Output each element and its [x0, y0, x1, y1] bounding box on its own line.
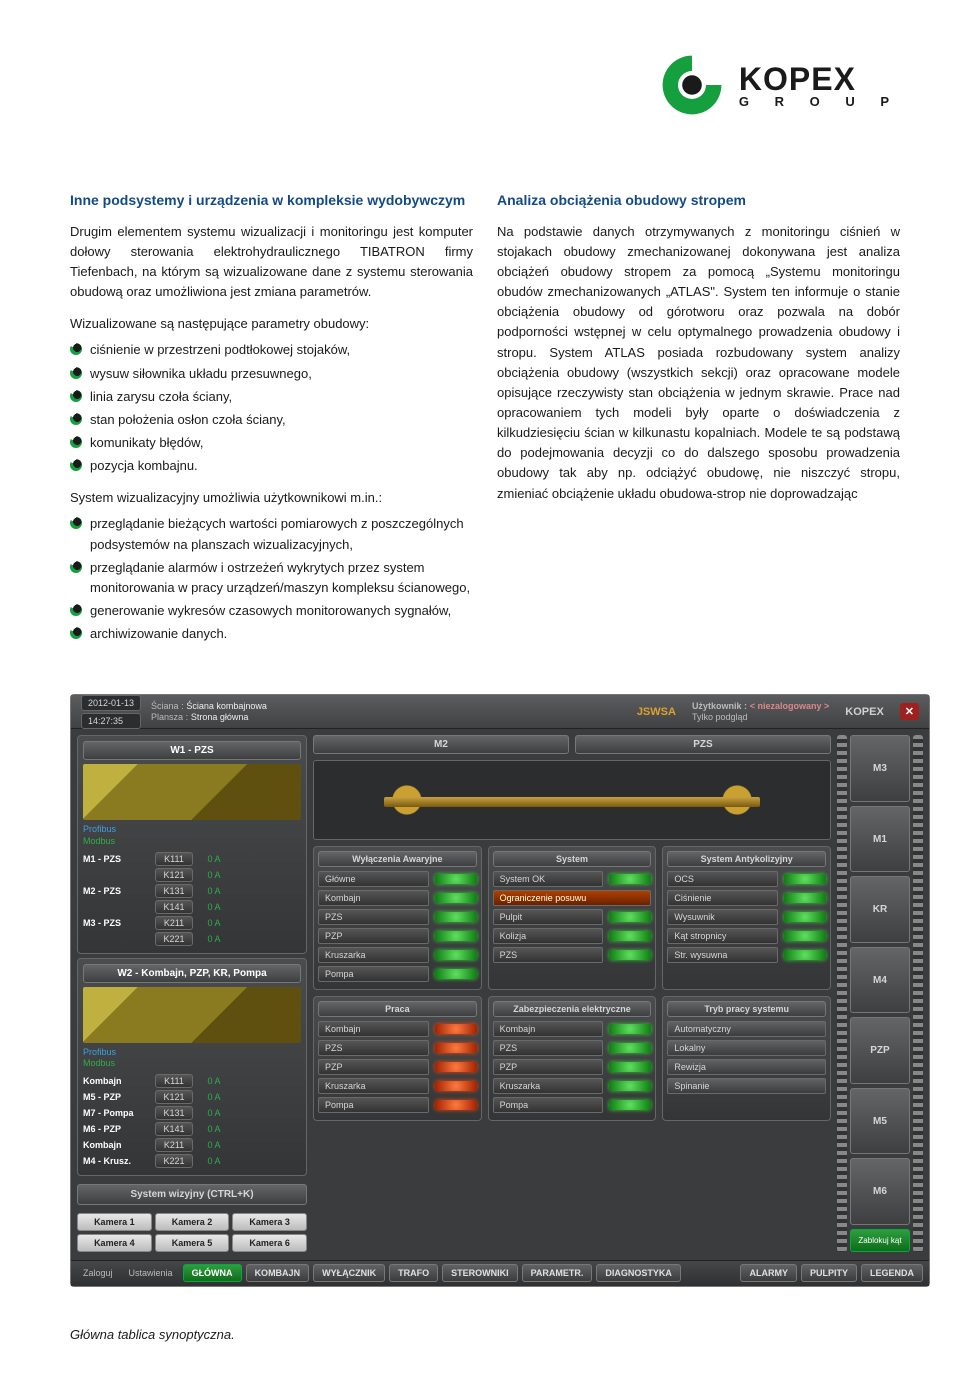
- right-box[interactable]: M6: [850, 1158, 910, 1225]
- right-box[interactable]: M5: [850, 1088, 910, 1155]
- panel-mode: Tryb pracy systemu AutomatycznyLokalnyRe…: [662, 996, 831, 1121]
- tab-main[interactable]: GŁÓWNA: [183, 1264, 242, 1282]
- right-heading: Analiza obciążenia obudowy stropem: [497, 190, 900, 212]
- login-link[interactable]: Zaloguj: [77, 1268, 119, 1278]
- bottom-bar: Zaloguj Ustawienia GŁÓWNA KOMBAJNWYŁĄCZN…: [71, 1260, 929, 1286]
- right-box[interactable]: M3: [850, 735, 910, 802]
- camera-button[interactable]: Kamera 4: [77, 1234, 152, 1252]
- right-box[interactable]: M4: [850, 947, 910, 1014]
- settings-link[interactable]: Ustawienia: [123, 1268, 179, 1278]
- list-item: archiwizowanie danych.: [70, 624, 473, 644]
- camera-button[interactable]: Kamera 6: [232, 1234, 307, 1252]
- brand-sub: G R O U P: [739, 94, 900, 109]
- app-topbar: 2012-01-13 14:27:35 Ściana : Ściana komb…: [71, 695, 929, 729]
- center-logo: JSWSA: [637, 706, 676, 718]
- brand-name: KOPEX: [739, 61, 900, 98]
- brand-mini: KOPEX: [845, 706, 884, 718]
- list-item: pozycja kombajnu.: [70, 456, 473, 476]
- camera-button[interactable]: Kamera 2: [155, 1213, 230, 1231]
- tab-legend[interactable]: LEGENDA: [861, 1264, 923, 1282]
- panel-anticollision: System Antykolizyjny OCSCiśnienieWysuwni…: [662, 846, 831, 990]
- list-item: ciśnienie w przestrzeni podtłokowej stoj…: [70, 340, 473, 360]
- left-heading: Inne podsystemy i urządzenia w kompleksi…: [70, 190, 473, 212]
- list-item: przeglądanie alarmów i ostrzeżeń wykryty…: [70, 558, 473, 598]
- camera-button[interactable]: Kamera 3: [232, 1213, 307, 1231]
- panel-work: Praca KombajnPZSPZPKruszarkaPompa: [313, 996, 482, 1121]
- panel-system: System System OK Ograniczenie posuwu Pul…: [488, 846, 657, 990]
- panel-emergency: Wyłączenia Awaryjne GłówneKombajnPZSPZPK…: [313, 846, 482, 990]
- vision-system-button[interactable]: System wizyjny (CTRL+K): [77, 1184, 307, 1205]
- figure-caption: Główna tablica synoptyczna.: [0, 1307, 960, 1382]
- right-box[interactable]: KR: [850, 876, 910, 943]
- bottom-tab[interactable]: DIAGNOSTYKA: [596, 1264, 681, 1282]
- date-box: 2012-01-13: [81, 695, 141, 711]
- tab-pzs[interactable]: PZS: [575, 735, 831, 754]
- right-box[interactable]: M1: [850, 806, 910, 873]
- panel-electrical: Zabezpieczenia elektryczne KombajnPZSPZP…: [488, 996, 657, 1121]
- list-item: linia zarysu czoła ściany,: [70, 387, 473, 407]
- left-sub1: Wizualizowane są następujące parametry o…: [70, 314, 473, 334]
- panel-w1: W1 - PZS ProfibusModbus M1 - PZSK1110 AK…: [77, 735, 307, 953]
- list-item: stan położenia osłon czoła ściany,: [70, 410, 473, 430]
- time-box: 14:27:35: [81, 713, 141, 729]
- bottom-tab[interactable]: TRAFO: [389, 1264, 438, 1282]
- chain-graphic: [913, 735, 923, 1252]
- camera-button[interactable]: Kamera 1: [77, 1213, 152, 1231]
- camera-button[interactable]: Kamera 5: [155, 1234, 230, 1252]
- panel-w2: W2 - Kombajn, PZP, KR, Pompa ProfibusMod…: [77, 958, 307, 1176]
- list-item: komunikaty błędów,: [70, 433, 473, 453]
- left-p1: Drugim elementem systemu wizualizacji i …: [70, 222, 473, 303]
- list-item: wysuw siłownika układu przesuwnego,: [70, 364, 473, 384]
- chain-graphic: [837, 735, 847, 1252]
- tab-alarms[interactable]: ALARMY: [740, 1264, 797, 1282]
- kopex-mark-icon: [657, 50, 727, 120]
- bottom-tab[interactable]: PARAMETR.: [522, 1264, 593, 1282]
- app-screenshot: 2012-01-13 14:27:35 Ściana : Ściana komb…: [70, 694, 930, 1287]
- right-p1: Na podstawie danych otrzymywanych z moni…: [497, 222, 900, 504]
- tab-pulpits[interactable]: PULPITY: [801, 1264, 857, 1282]
- right-box[interactable]: PZP: [850, 1017, 910, 1084]
- shearer-graphic: [313, 760, 831, 840]
- list-item: przeglądanie bieżących wartości pomiarow…: [70, 514, 473, 554]
- machine-image: [83, 764, 301, 820]
- left-sub2: System wizualizacyjny umożliwia użytkown…: [70, 488, 473, 508]
- bottom-tab[interactable]: KOMBAJN: [246, 1264, 310, 1282]
- lock-angle-button[interactable]: Zablokuj kąt: [850, 1229, 910, 1252]
- bottom-tab[interactable]: WYŁĄCZNIK: [313, 1264, 385, 1282]
- machine-image: [83, 987, 301, 1043]
- close-icon[interactable]: ✕: [900, 703, 919, 720]
- list-item: generowanie wykresów czasowych monitorow…: [70, 601, 473, 621]
- tab-m2[interactable]: M2: [313, 735, 569, 754]
- brand-logo: KOPEX G R O U P: [657, 50, 900, 120]
- bottom-tab[interactable]: STEROWNIKI: [442, 1264, 518, 1282]
